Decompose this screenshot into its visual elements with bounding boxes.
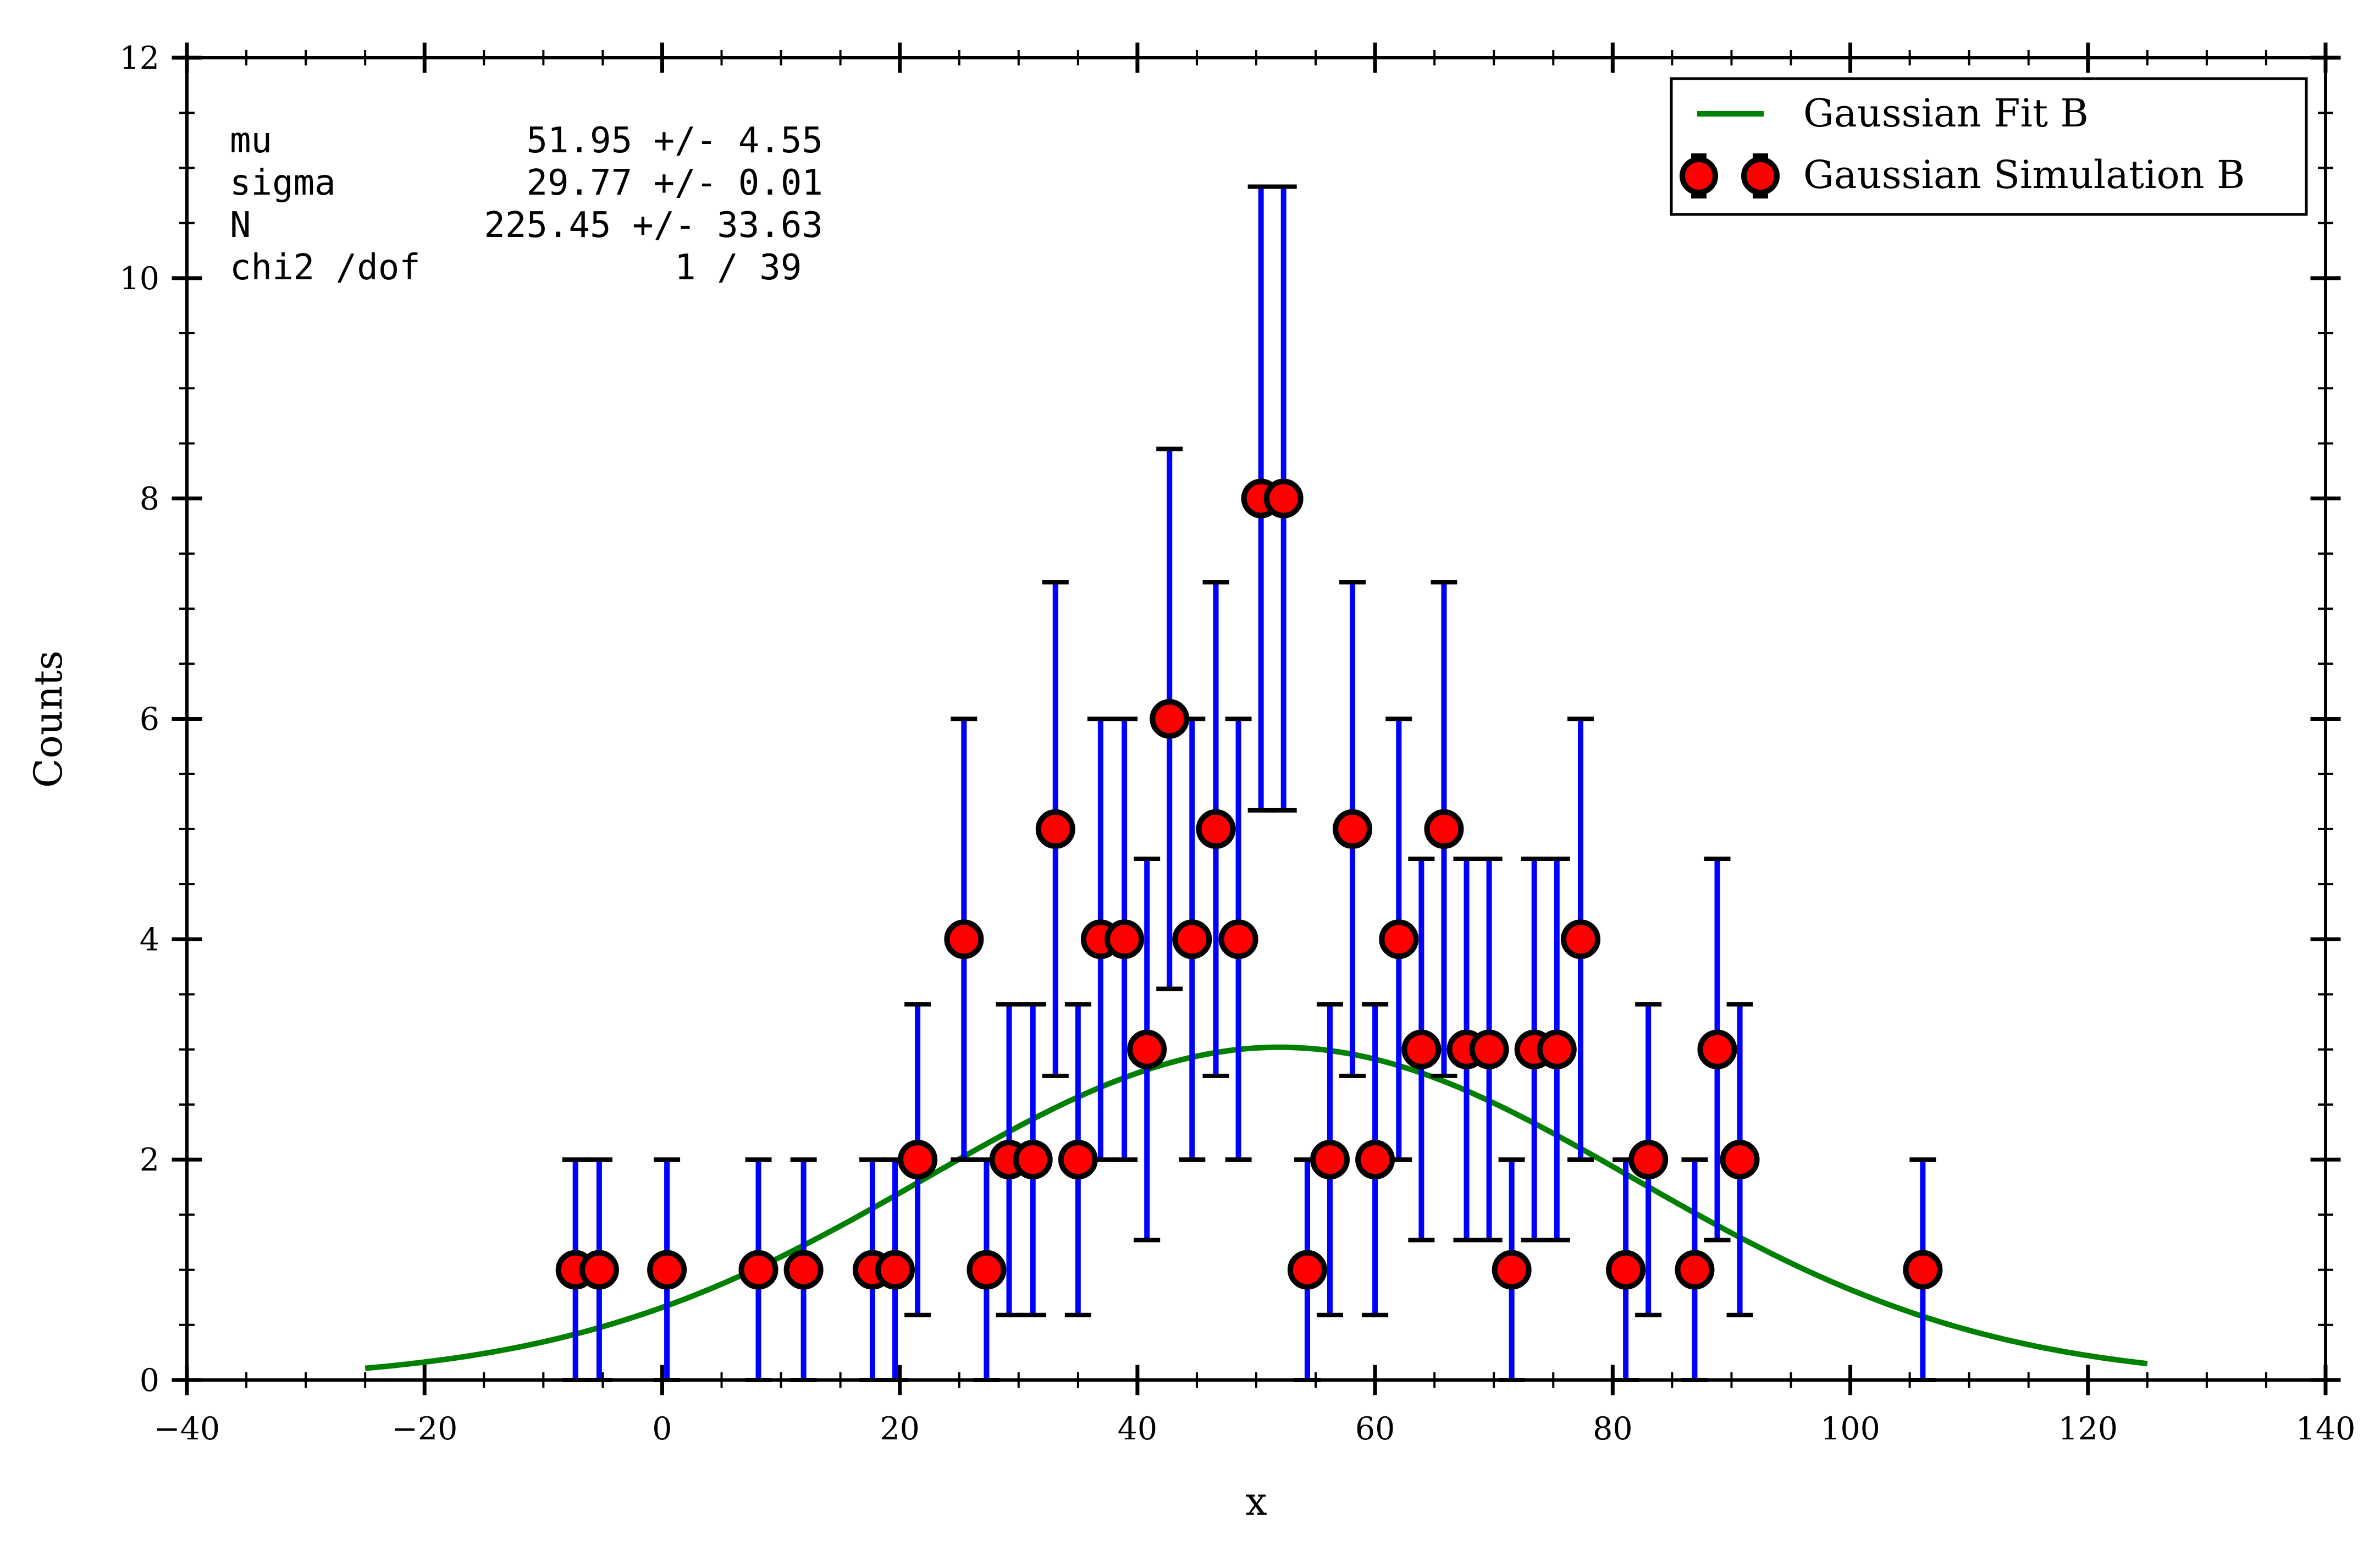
data-point (1058, 1140, 1098, 1180)
data-point (1675, 1250, 1715, 1290)
y-tick-label: 10 (119, 261, 159, 297)
legend-sim-swatch (1680, 153, 1780, 198)
data-point (1492, 1250, 1532, 1290)
y-tick-label: 8 (140, 481, 159, 517)
legend-box (1670, 77, 2308, 216)
data-point (898, 1140, 938, 1180)
data-point (1560, 919, 1600, 959)
x-tick-label: 20 (880, 1411, 920, 1447)
x-tick-label: 60 (1355, 1411, 1395, 1447)
y-tick-label: 0 (140, 1362, 159, 1399)
data-point (1013, 1140, 1053, 1180)
data-point (1628, 1140, 1669, 1180)
x-tick-label: 140 (2296, 1411, 2356, 1447)
data-point (1720, 1140, 1760, 1180)
data-point (1355, 1140, 1395, 1180)
y-tick-label: 4 (140, 921, 159, 958)
data-point (1697, 1029, 1737, 1069)
x-tick-label: 80 (1593, 1411, 1633, 1447)
data-point (783, 1250, 824, 1290)
data-point (1469, 1029, 1509, 1069)
legend-fit-label: Gaussian Fit B (1803, 91, 2089, 136)
fit-curve-line (365, 1044, 2148, 1371)
x-tick-label: 120 (2058, 1411, 2118, 1447)
data-point (1903, 1250, 1943, 1290)
tick-labels: −40 −20 0 20 40 60 80 100 120 140 0 2 4 6 8 10 12 (119, 40, 2355, 1447)
x-tick-label: 0 (652, 1411, 672, 1447)
data-point (1287, 1250, 1327, 1290)
data-point (1379, 919, 1419, 959)
x-tick-label: −40 (154, 1411, 220, 1447)
data-point (579, 1250, 619, 1290)
data-points-layer (555, 478, 1943, 1290)
y-axis-label: Counts (26, 650, 71, 788)
y-tick-label: 2 (140, 1142, 159, 1178)
x-axis-label: x (1245, 1479, 1267, 1524)
data-point (875, 1250, 915, 1290)
y-tick-label: 12 (119, 40, 159, 76)
stats-line-chi2: chi2 /dof 1 / 39 (230, 247, 802, 288)
data-point (967, 1250, 1007, 1290)
data-point (1105, 919, 1145, 959)
fit-stats-box: mu 51.95 +/- 4.55 sigma 29.77 +/- 0.01 N… (230, 120, 823, 288)
data-point (1218, 919, 1258, 959)
legend: Gaussian Fit B Gaussian Simulation B (1670, 77, 2308, 216)
data-point (1401, 1029, 1442, 1069)
legend-sim-label: Gaussian Simulation B (1803, 152, 2245, 197)
data-point (1127, 1029, 1167, 1069)
data-point (1310, 1140, 1350, 1180)
data-point (1172, 919, 1212, 959)
data-point (1606, 1250, 1646, 1290)
data-point (944, 919, 984, 959)
data-point (1537, 1029, 1577, 1069)
x-tick-label: 40 (1118, 1411, 1158, 1447)
fit-curve-layer (365, 1044, 2148, 1371)
data-point (1263, 478, 1304, 518)
data-point (1333, 809, 1373, 849)
data-point (1150, 699, 1190, 739)
data-point (1035, 809, 1075, 849)
data-point (647, 1250, 687, 1290)
data-point (738, 1250, 778, 1290)
x-tick-label: −20 (391, 1411, 457, 1447)
stats-line-n: N 225.45 +/- 33.63 (230, 205, 823, 246)
data-point (1424, 809, 1464, 849)
error-bars-layer (562, 184, 1936, 1382)
data-point (1196, 809, 1236, 849)
x-tick-label: 100 (1820, 1411, 1880, 1447)
stats-line-mu: mu 51.95 +/- 4.55 (230, 120, 823, 161)
stats-line-sigma: sigma 29.77 +/- 0.01 (230, 163, 823, 203)
y-tick-label: 6 (140, 702, 159, 738)
plot-frame (185, 56, 2327, 1382)
